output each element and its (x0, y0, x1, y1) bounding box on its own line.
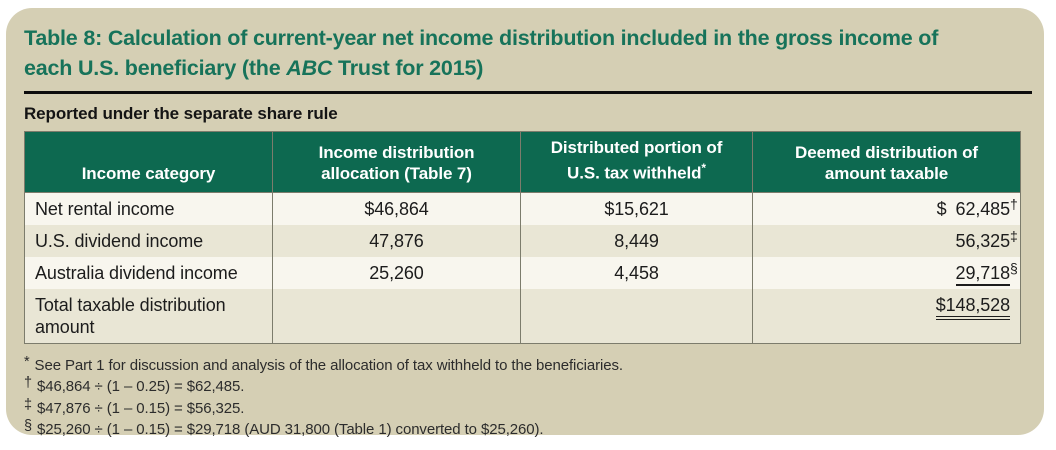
table-row-us-dividend-income: U.S. dividend income 47,876 8,449 56,325… (24, 224, 1021, 257)
title-line2-suffix: Trust for 2015) (332, 56, 484, 80)
cell-category: Total taxable distribution amount (24, 288, 273, 344)
cell-category: Australia dividend income (24, 256, 273, 289)
table-8-card: Table 8: Calculation of current-year net… (6, 8, 1044, 438)
cell-allocation: 25,260 (272, 256, 521, 289)
cell-deemed-total: $148,528 (752, 288, 1021, 344)
cell-category: U.S. dividend income (24, 224, 273, 257)
col-header-deemed-distribution: Deemed distribution of amount taxable (752, 131, 1021, 193)
col-header-distributed-portion-withheld: Distributed portion of U.S. tax withheld… (520, 131, 753, 193)
cell-deemed: $62,485† (752, 192, 1021, 225)
cell-withheld: 8,449 (520, 224, 753, 257)
col-header-income-distribution-allocation: Income distribution allocation (Table 7) (272, 131, 521, 193)
footnote-ref-asterisk: * (701, 161, 706, 175)
table-subtitle: Reported under the separate share rule (24, 104, 338, 123)
title-trust-name: ABC (286, 56, 333, 80)
table-row-total-taxable-distribution: Total taxable distribution amount $148,5… (24, 288, 1021, 344)
cell-allocation: 47,876 (272, 224, 521, 257)
cell-category: Net rental income (24, 192, 273, 225)
footnote-asterisk: * See Part 1 for discussion and analysis … (24, 353, 623, 374)
cell-withheld (520, 288, 753, 344)
cell-allocation (272, 288, 521, 344)
cell-deemed: 29,718§ (752, 256, 1021, 289)
col-header-income-category: Income category (24, 131, 273, 193)
footnotes: * See Part 1 for discussion and analysis … (24, 353, 1032, 441)
cell-allocation: $46,864 (272, 192, 521, 225)
cell-withheld: 4,458 (520, 256, 753, 289)
page-title: Table 8: Calculation of current-year net… (24, 23, 1032, 83)
footnote-dagger: † $46,864 ÷ (1 – 0.25) = $62,485. (24, 375, 245, 396)
footnote-section: § $25,260 ÷ (1 – 0.15) = $29,718 (AUD 31,… (24, 418, 544, 439)
table-row-australia-dividend-income: Australia dividend income 25,260 4,458 2… (24, 256, 1021, 289)
table-row-net-rental-income: Net rental income $46,864 $15,621 $62,48… (24, 192, 1021, 225)
title-line1: Table 8: Calculation of current-year net… (24, 26, 939, 50)
cell-withheld: $15,621 (520, 192, 753, 225)
footnote-double-dagger: ‡ $47,876 ÷ (1 – 0.15) = $56,325. (24, 396, 245, 417)
income-distribution-table: Income category Income distribution allo… (24, 131, 1021, 344)
table-header-row: Income category Income distribution allo… (24, 131, 1021, 193)
title-divider-rule (24, 91, 1032, 94)
title-line2-prefix: each U.S. beneficiary (the (24, 56, 287, 80)
cell-deemed: 56,325‡ (752, 224, 1021, 257)
